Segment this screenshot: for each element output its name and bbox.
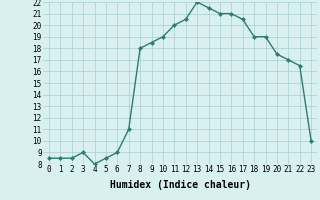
X-axis label: Humidex (Indice chaleur): Humidex (Indice chaleur) <box>109 180 251 190</box>
